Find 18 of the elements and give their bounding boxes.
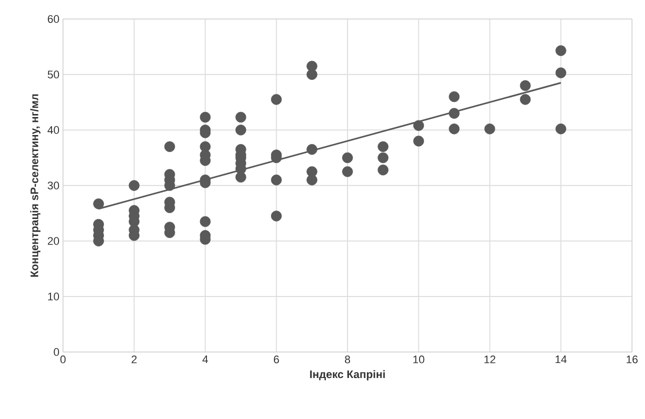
y-tick-label: 50	[48, 70, 60, 78]
x-tick-label: 16	[626, 356, 638, 364]
x-tick-label: 14	[556, 356, 567, 364]
x-tick-label: 0	[60, 356, 66, 364]
x-tick-label: 12	[484, 356, 496, 364]
y-tick-label: 40	[48, 126, 60, 134]
y-tick-label: 20	[48, 237, 60, 245]
y-axis-title: Концентрація sP-селектину, нг/мл	[30, 94, 40, 277]
x-tick-label: 6	[274, 356, 279, 364]
x-axis-title: Індекс Капріні	[310, 370, 385, 380]
y-tick-label: 10	[48, 292, 60, 300]
x-tick-label: 4	[202, 356, 208, 364]
y-tick-label: 0	[54, 348, 60, 356]
y-tick-label: 30	[48, 182, 60, 190]
x-tick-label: 10	[413, 356, 424, 364]
x-tick-label: 8	[344, 356, 350, 364]
y-tick-label: 60	[48, 15, 60, 23]
x-tick-label: 2	[132, 356, 137, 364]
